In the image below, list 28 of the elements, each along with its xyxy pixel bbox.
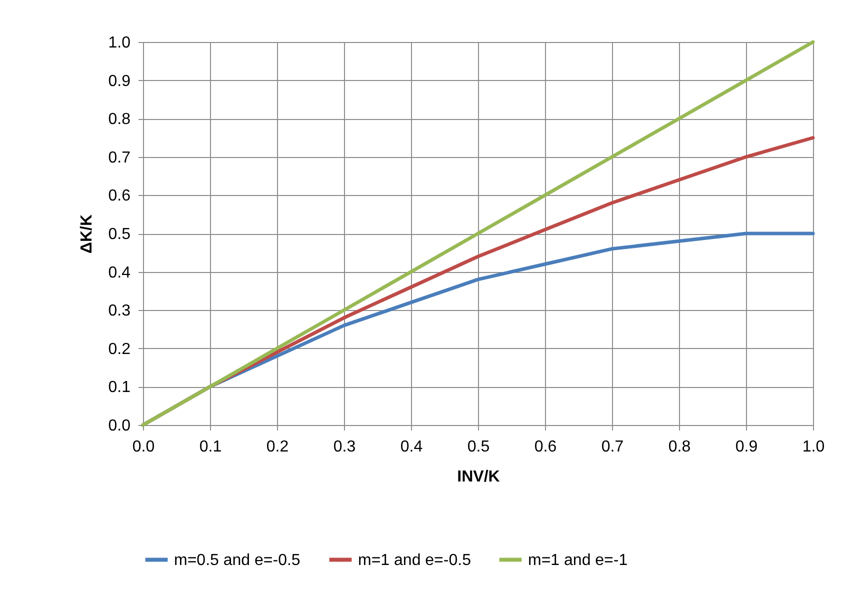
legend-label: m=1 and e=-0.5 (358, 552, 472, 569)
y-tick-label: 0.0 (108, 418, 131, 434)
x-tick-label: 0.3 (333, 438, 356, 456)
line-series (141, 40, 815, 427)
y-tick-label: 0.9 (108, 72, 131, 90)
x-tick-label: 0.5 (467, 438, 490, 456)
x-axis-title: INV/K (457, 468, 500, 486)
x-tick-label: 1.0 (802, 438, 825, 456)
x-tick-label: 0.7 (601, 438, 624, 456)
y-tick-label: 0.7 (108, 149, 131, 166)
x-tick-label: 0.4 (400, 438, 423, 456)
y-axis-title: ΔK/K (78, 214, 96, 254)
y-tick-label: 1.0 (108, 34, 131, 52)
x-tick-label: 0.2 (266, 438, 289, 456)
y-tick-label: 0.8 (108, 111, 131, 128)
y-tick-label: 0.6 (108, 188, 131, 205)
legend-label: m=1 and e=-1 (528, 552, 628, 569)
y-tick-label: 0.2 (108, 340, 131, 358)
y-tick-label: 0.5 (108, 226, 131, 243)
y-tick-label: 0.4 (108, 264, 131, 282)
x-tick-label: 0.6 (534, 438, 557, 456)
y-tick-label: 0.3 (108, 302, 131, 320)
x-tick-label: 0.9 (735, 438, 758, 456)
legend-label: m=0.5 and e=-0.5 (174, 552, 300, 569)
x-tick-label: 0.8 (668, 438, 691, 456)
y-tick-label: 0.1 (108, 379, 131, 396)
x-tick-label: 0.1 (199, 438, 222, 456)
x-tick-label: 0.0 (132, 438, 155, 456)
